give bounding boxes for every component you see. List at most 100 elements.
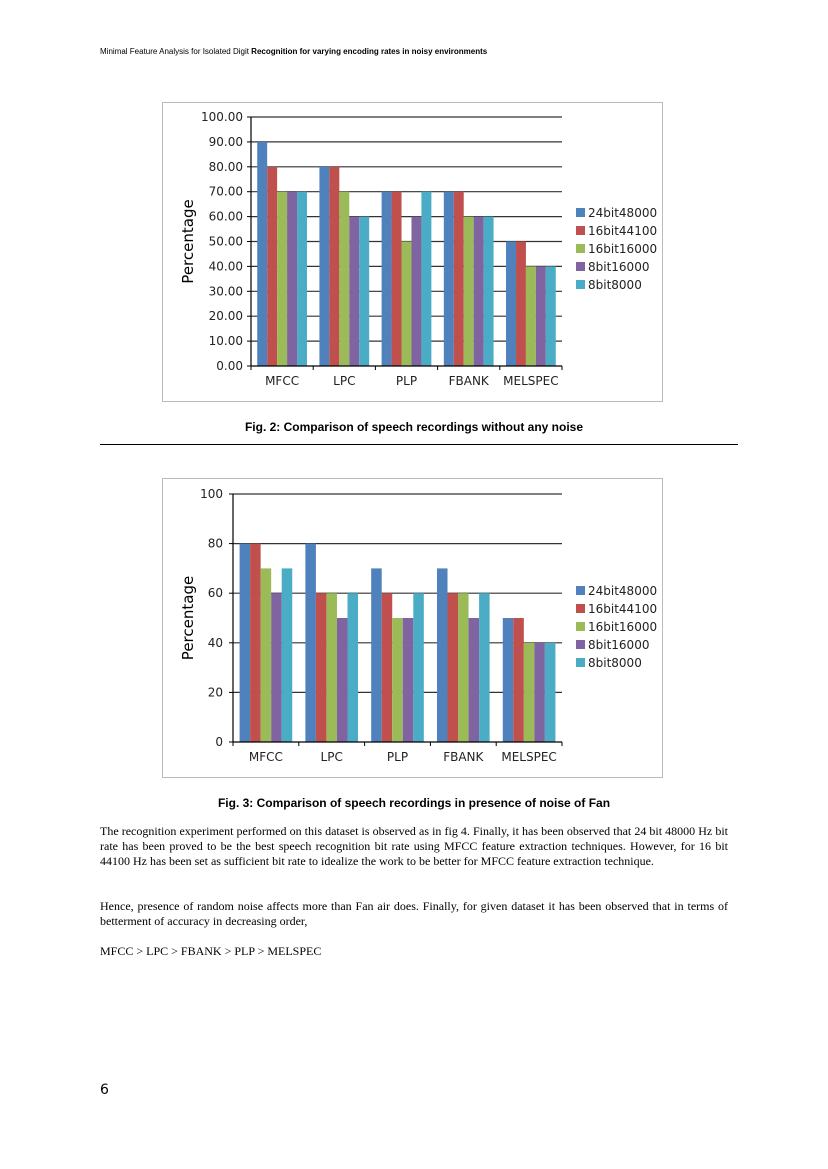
legend-label: 24bit48000 (588, 206, 657, 220)
bar-8bit8000-MELSPEC (544, 642, 556, 742)
bar-8bit8000-MFCC (297, 191, 307, 366)
bar-8bit16000-MELSPEC (534, 642, 545, 742)
legend-label: 16bit16000 (588, 620, 657, 634)
y-tick-label: 100 (200, 487, 223, 501)
y-tick-label: 60 (208, 586, 223, 600)
bar-24bit48000-LPC (305, 543, 316, 742)
legend-label: 8bit8000 (588, 656, 642, 670)
bar-16bit16000-FBANK (458, 593, 469, 742)
y-tick-label: 40 (208, 636, 223, 650)
caption-fig2: Fig. 2: Comparison of speech recordings … (244, 420, 584, 434)
header-text: Minimal Feature Analysis for Isolated Di… (100, 47, 252, 56)
bar-8bit8000-MFCC (281, 568, 293, 742)
bar-16bit44100-MELSPEC (515, 241, 526, 366)
bar-24bit48000-PLP (371, 568, 382, 742)
y-tick-label: 20.00 (209, 309, 243, 323)
x-tick-label: MELSPEC (503, 374, 558, 388)
bar-8bit8000-FBANK (479, 593, 490, 742)
x-tick-label: MFCC (265, 374, 299, 388)
bar-16bit44100-PLP (391, 191, 402, 366)
bar-8bit8000-LPC (347, 593, 359, 742)
y-tick-label: 50.00 (209, 235, 243, 249)
bar-8bit16000-FBANK (468, 618, 480, 742)
bar-24bit48000-MFCC (257, 141, 268, 366)
bar-16bit44100-LPC (315, 593, 327, 742)
y-tick-label: 100.00 (201, 110, 243, 124)
legend-swatch (576, 208, 585, 217)
legend-swatch (576, 604, 585, 613)
legend-label: 16bit16000 (588, 242, 657, 256)
page-number: 6 (100, 1082, 109, 1098)
bar-16bit16000-MFCC (260, 568, 272, 742)
paragraph: Hence, presence of random noise affects … (100, 899, 728, 928)
y-tick-label: 20 (208, 685, 223, 699)
y-tick-label: 10.00 (209, 334, 243, 348)
bar-24bit48000-MFCC (239, 543, 251, 742)
y-axis-title: Percentage (179, 199, 197, 283)
x-tick-label: LPC (333, 374, 355, 388)
legend-swatch (576, 658, 585, 667)
bar-16bit16000-MELSPEC (525, 266, 536, 366)
bar-24bit48000-FBANK (443, 191, 454, 366)
bar-16bit44100-PLP (381, 593, 393, 742)
bar-16bit16000-LPC (339, 191, 350, 366)
bar-8bit8000-FBANK (483, 216, 494, 366)
bar-16bit44100-FBANK (453, 191, 464, 366)
y-tick-label: 0 (215, 735, 223, 749)
paragraph: The recognition experiment performed on … (100, 824, 728, 868)
legend-label: 8bit16000 (588, 260, 649, 274)
legend-swatch (576, 244, 585, 253)
legend-swatch (576, 586, 585, 595)
chart-fig2: 0.00 10.00 20.00 30.00 40.00 50.00 60.00 70.00 8… (162, 102, 663, 402)
bar-24bit48000-MELSPEC (502, 618, 514, 742)
y-tick-label: 90.00 (209, 135, 243, 149)
legend-swatch (576, 640, 585, 649)
y-tick-label: 80 (208, 537, 223, 551)
bar-8bit16000-MELSPEC (535, 266, 546, 366)
legend-label: 24bit48000 (588, 584, 657, 598)
bar-8bit16000-PLP (411, 216, 422, 366)
bar-24bit48000-PLP (381, 191, 392, 366)
y-tick-label: 80.00 (209, 160, 243, 174)
bar-8bit8000-MELSPEC (545, 266, 556, 366)
bar-8bit16000-LPC (336, 618, 348, 742)
y-tick-label: 0.00 (216, 359, 243, 373)
bar-8bit8000-PLP (413, 593, 424, 742)
bar-8bit16000-PLP (402, 618, 414, 742)
bar-8bit8000-LPC (359, 216, 370, 366)
x-tick-label: MELSPEC (501, 750, 556, 764)
caption-fig3: Fig. 3: Comparison of speech recordings … (217, 796, 611, 810)
chart-fig2-svg: 0.00 10.00 20.00 30.00 40.00 50.00 60.00 70.00 8… (179, 110, 657, 388)
bar-16bit44100-MFCC (250, 543, 261, 742)
x-tick-label: LPC (321, 750, 343, 764)
bar-16bit44100-MELSPEC (513, 618, 524, 742)
header-bold-text: Recognition for varying encoding rates i… (251, 47, 488, 56)
legend-label: 16bit44100 (588, 224, 657, 238)
bar-16bit44100-MFCC (267, 166, 278, 366)
legend-swatch (576, 226, 585, 235)
bar-16bit16000-PLP (401, 241, 412, 366)
bar-16bit16000-MELSPEC (523, 642, 535, 742)
bar-16bit44100-FBANK (447, 593, 459, 742)
bar-16bit16000-FBANK (463, 216, 474, 366)
legend-swatch (576, 622, 585, 631)
bar-16bit44100-LPC (329, 166, 340, 366)
running-header: Minimal Feature Analysis for Isolated Di… (100, 47, 487, 56)
bar-8bit16000-FBANK (473, 216, 484, 366)
bar-8bit16000-MFCC (287, 191, 298, 366)
chart-fig3-svg: 0 20 40 60 80 100 24bit48000 16bit44100 16bit160… (179, 487, 657, 764)
y-tick-label: 30.00 (209, 284, 243, 298)
y-tick-label: 70.00 (209, 185, 243, 199)
legend-swatch (576, 262, 585, 271)
y-tick-label: 60.00 (209, 210, 243, 224)
y-tick-label: 40.00 (209, 259, 243, 273)
bar-8bit16000-LPC (349, 216, 360, 366)
legend-label: 16bit44100 (588, 602, 657, 616)
paragraph: MFCC > LPC > FBANK > PLP > MELSPEC (100, 944, 322, 958)
divider (100, 444, 738, 445)
bar-24bit48000-LPC (319, 166, 330, 366)
bar-24bit48000-MELSPEC (506, 241, 516, 366)
bar-24bit48000-FBANK (436, 568, 448, 742)
x-tick-label: PLP (396, 374, 417, 388)
